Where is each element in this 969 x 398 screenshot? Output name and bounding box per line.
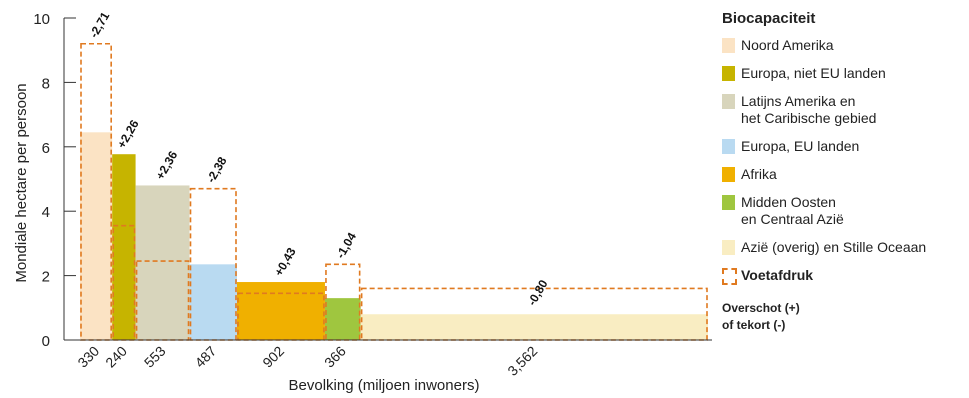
legend-swatch-4 — [722, 167, 735, 182]
footprint-outline-4 — [237, 292, 325, 341]
legend-title: Biocapaciteit — [722, 10, 816, 27]
legend-item-1: Europa, niet EU landen — [722, 65, 967, 82]
legend-swatch-6 — [722, 240, 735, 255]
bar-biocapacity-4 — [237, 282, 325, 340]
legend-items: Noord Amerika Europa, niet EU landen Latij… — [722, 37, 967, 256]
legend-item-0: Noord Amerika — [722, 37, 967, 54]
footprint-outline-5 — [325, 263, 361, 341]
x-tick-label: 330 — [74, 343, 102, 371]
legend: Biocapaciteit Noord Amerika Europa, niet … — [722, 8, 967, 334]
legend-swatch-footprint — [722, 268, 737, 285]
y-tick-label: 2 — [42, 269, 50, 286]
legend-swatch-5 — [722, 195, 735, 210]
legend-item-5: Midden Oosten en Centraal Azië — [722, 194, 967, 228]
legend-swatch-2 — [722, 94, 735, 109]
x-tick-labels: 330 240 553 487 902 366 3,562 — [74, 343, 540, 379]
legend-label-5: Midden Oosten en Centraal Azië — [741, 194, 844, 227]
x-tick-label: 3,562 — [504, 343, 540, 379]
legend-label-6: Azië (overig) en Stille Oceaan — [741, 239, 927, 255]
y-tick-label: 10 — [33, 11, 50, 28]
balance-label: -2,38 — [204, 154, 230, 185]
x-axis-label: Bevolking (miljoen inwoners) — [289, 377, 480, 394]
legend-swatch-1 — [722, 66, 735, 81]
balance-note: Overschot (+) of tekort (-) — [722, 301, 800, 332]
legend-label-3: Europa, EU landen — [741, 138, 860, 154]
bar-biocapacity-2 — [135, 185, 190, 340]
y-tick-label: 0 — [42, 333, 50, 350]
balance-label: +2,36 — [153, 148, 180, 182]
y-tick-label: 4 — [42, 204, 50, 221]
bar-biocapacity-1 — [112, 154, 136, 340]
x-tick-label: 487 — [192, 343, 220, 371]
legend-label-1: Europa, niet EU landen — [741, 65, 886, 81]
y-axis-label: Mondiale hectare per persoon — [13, 83, 30, 282]
balance-label: -1,04 — [333, 230, 359, 261]
legend-item-2: Latijns Amerika en het Caribische gebied — [722, 93, 967, 127]
y-tick-label: 8 — [42, 75, 50, 92]
legend-swatch-0 — [722, 38, 735, 53]
y-ticks: 0 2 4 6 8 10 — [33, 11, 76, 350]
bar-biocapacity-6 — [360, 314, 708, 340]
biocapacity-bars — [80, 132, 708, 340]
x-tick-label: 366 — [321, 343, 349, 371]
legend-label-4: Afrika — [741, 166, 777, 182]
balance-label: +0,43 — [271, 245, 298, 279]
legend-label-0: Noord Amerika — [741, 37, 834, 53]
legend-label-footprint: Voetafdruk — [741, 267, 814, 283]
footprint-outline-0 — [80, 42, 112, 341]
legend-item-3: Europa, EU landen — [722, 138, 967, 155]
x-tick-label: 553 — [141, 343, 169, 371]
y-tick-label: 6 — [42, 140, 50, 157]
legend-label-2: Latijns Amerika en het Caribische gebied — [741, 93, 877, 126]
balance-label: +2,26 — [114, 117, 141, 151]
axes — [63, 18, 712, 341]
balance-label: -2,71 — [87, 9, 113, 40]
x-tick-label: 240 — [102, 343, 130, 371]
x-tick-label: 902 — [259, 343, 287, 371]
legend-item-footprint: Voetafdruk — [722, 267, 967, 285]
bar-biocapacity-5 — [324, 298, 361, 340]
legend-swatch-3 — [722, 139, 735, 154]
legend-item-4: Afrika — [722, 166, 967, 183]
bar-biocapacity-0 — [80, 132, 113, 340]
balance-label: -0,80 — [525, 277, 551, 308]
bar-biocapacity-3 — [189, 264, 237, 340]
legend-item-6: Azië (overig) en Stille Oceaan — [722, 239, 967, 256]
